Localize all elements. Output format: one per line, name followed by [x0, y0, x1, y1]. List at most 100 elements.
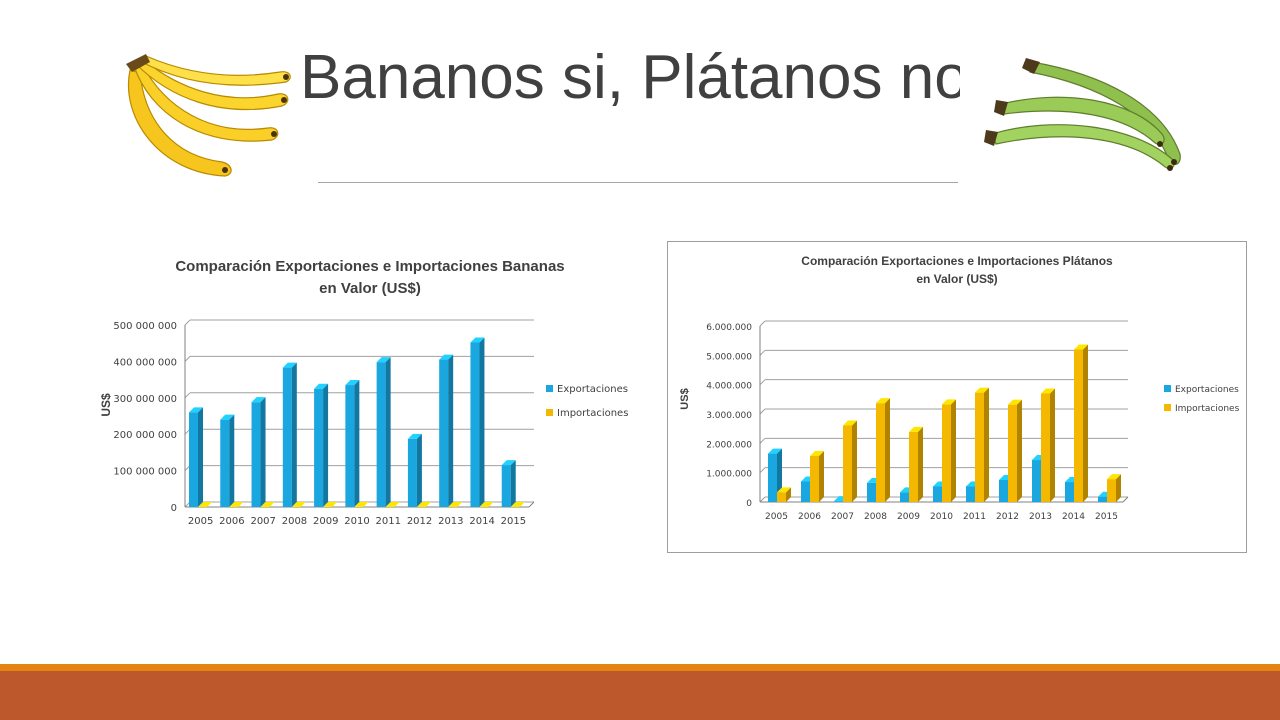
gridline-depth	[184, 319, 191, 326]
x-tick-label: 2009	[897, 512, 920, 522]
bar-exportaciones-2014	[470, 337, 485, 507]
y-tick-label: 400 000 000	[113, 357, 177, 368]
footer-band	[0, 671, 1280, 720]
bar-importaciones-2005	[777, 487, 791, 502]
gridline-depth	[759, 408, 766, 415]
y-tick-label: 0	[171, 503, 177, 514]
bar-importaciones-2007	[843, 420, 857, 502]
legend-label-exportaciones: Exportaciones	[557, 384, 628, 395]
bar-exportaciones-2005	[189, 407, 203, 507]
platanos-chart-svg: Comparación Exportaciones e Importacione…	[679, 254, 1240, 522]
y-tick-label: 1.000.000	[706, 470, 752, 480]
banana-bunch-image	[126, 54, 291, 177]
gridline-depth	[759, 496, 766, 503]
gridline-depth	[759, 349, 766, 356]
x-tick-label: 2014	[469, 516, 494, 527]
title-underline	[318, 182, 958, 183]
bar-exportaciones-2012	[407, 433, 422, 507]
x-tick-label: 2011	[963, 512, 986, 522]
chart-title-line-2: en Valor (US$)	[916, 272, 997, 286]
legend-swatch-exportaciones	[546, 385, 553, 392]
x-tick-label: 2014	[1062, 512, 1085, 522]
bar-importaciones-2009	[909, 426, 923, 502]
bar-importaciones-2011	[385, 502, 400, 507]
platanos-chart: Comparación Exportaciones e Importacione…	[667, 241, 1247, 553]
legend-label-importaciones: Importaciones	[557, 408, 628, 419]
bar-importaciones-2010	[354, 502, 369, 507]
y-tick-label: 300 000 000	[113, 394, 177, 405]
bar-importaciones-2011	[975, 387, 989, 502]
bar-importaciones-2009	[323, 502, 338, 507]
x-tick-label: 2012	[407, 516, 432, 527]
x-axis-depth	[528, 501, 535, 508]
x-tick-label: 2010	[344, 516, 369, 527]
y-tick-label: 0	[746, 499, 752, 509]
y-tick-label: 3.000.000	[706, 411, 752, 421]
x-tick-label: 2010	[930, 512, 953, 522]
gridline-depth	[759, 320, 766, 327]
x-tick-label: 2006	[798, 512, 821, 522]
gridline-depth	[759, 437, 766, 444]
gridline-depth	[184, 356, 191, 362]
x-tick-label: 2006	[219, 516, 244, 527]
x-tick-label: 2007	[831, 512, 854, 522]
bar-importaciones-2014	[479, 502, 494, 507]
bar-exportaciones-2008	[282, 362, 297, 507]
bar-exportaciones-2015	[501, 460, 516, 507]
legend-label-exportaciones: Exportaciones	[1175, 385, 1239, 395]
bar-exportaciones-2009	[314, 383, 329, 507]
x-tick-label: 2008	[282, 516, 307, 527]
bar-importaciones-2012	[416, 502, 431, 507]
x-tick-label: 2012	[996, 512, 1019, 522]
bar-importaciones-2007	[260, 502, 275, 507]
gridline-depth	[184, 392, 191, 399]
plantain-bunch-image	[984, 58, 1181, 171]
legend-swatch-importaciones	[546, 409, 553, 416]
x-tick-label: 2013	[1029, 512, 1052, 522]
bar-importaciones-2008	[291, 502, 306, 507]
y-tick-label: 6.000.000	[706, 323, 752, 333]
bar-importaciones-2013	[1041, 388, 1055, 502]
bar-importaciones-2014	[1074, 344, 1088, 502]
gridline-depth	[759, 467, 766, 474]
y-tick-label: 2.000.000	[706, 440, 752, 450]
chart-title-line-1: Comparación Exportaciones e Importacione…	[801, 254, 1113, 268]
x-tick-label: 2005	[188, 516, 213, 527]
y-tick-label: 100 000 000	[113, 467, 177, 478]
x-tick-label: 2007	[250, 516, 275, 527]
x-axis-depth	[1122, 496, 1129, 503]
bar-importaciones-2010	[942, 399, 956, 502]
x-tick-label: 2008	[864, 512, 887, 522]
bananas-chart: Comparación Exportaciones e Importacione…	[92, 240, 652, 545]
chart-title-line-2: en Valor (US$)	[319, 280, 421, 297]
bar-exportaciones-2011	[376, 357, 391, 507]
y-axis-label: US$	[679, 388, 691, 409]
legend-swatch-importaciones	[1164, 404, 1171, 411]
y-tick-label: 500 000 000	[113, 321, 177, 332]
y-tick-label: 5.000.000	[706, 352, 752, 362]
bar-importaciones-2006	[810, 450, 824, 502]
bar-exportaciones-2007	[251, 397, 266, 507]
x-tick-label: 2015	[1095, 512, 1118, 522]
y-axis-label: US$	[99, 393, 113, 417]
x-tick-label: 2015	[501, 516, 526, 527]
bananas-chart-svg: Comparación Exportaciones e Importacione…	[99, 258, 628, 527]
x-tick-label: 2009	[313, 516, 338, 527]
bar-importaciones-2008	[876, 398, 890, 502]
legend-swatch-exportaciones	[1164, 385, 1171, 392]
gridline-depth	[759, 379, 766, 386]
chart-title-line-1: Comparación Exportaciones e Importacione…	[175, 258, 564, 275]
bar-importaciones-2005	[198, 502, 212, 507]
x-tick-label: 2005	[765, 512, 788, 522]
bar-exportaciones-2006	[220, 414, 235, 507]
bar-exportaciones-2010	[345, 380, 360, 507]
bar-importaciones-2015	[510, 502, 525, 507]
legend-label-importaciones: Importaciones	[1175, 404, 1240, 414]
bar-importaciones-2006	[229, 502, 244, 507]
footer-accent-band	[0, 664, 1280, 671]
bar-exportaciones-2013	[439, 354, 454, 507]
x-tick-label: 2013	[438, 516, 463, 527]
bar-importaciones-2015	[1107, 474, 1121, 502]
x-tick-label: 2011	[376, 516, 401, 527]
bar-importaciones-2013	[448, 502, 463, 507]
